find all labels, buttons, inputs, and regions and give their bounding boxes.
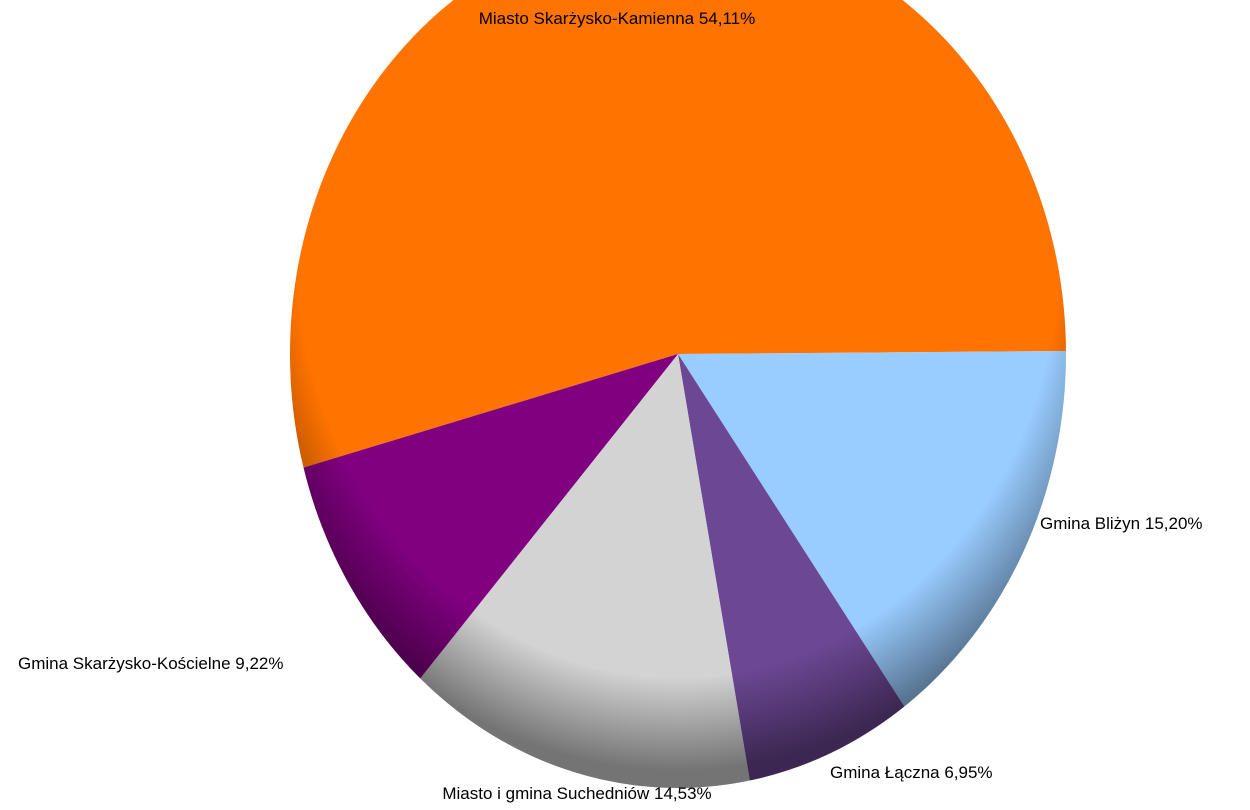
slice-label-skarzysko-koscielne: Gmina Skarżysko-Kościelne 9,22% [18,654,284,673]
pie-slices [290,0,1066,789]
slice-label-suchedniow: Miasto i gmina Suchedniów 14,53% [442,784,711,803]
slice-label-blizyn: Gmina Bliżyn 15,20% [1040,514,1203,533]
slice-label-skarzysko-kamienna: Miasto Skarżysko-Kamienna 54,11% [479,9,756,28]
slice-label-laczna: Gmina Łączna 6,95% [830,763,993,782]
